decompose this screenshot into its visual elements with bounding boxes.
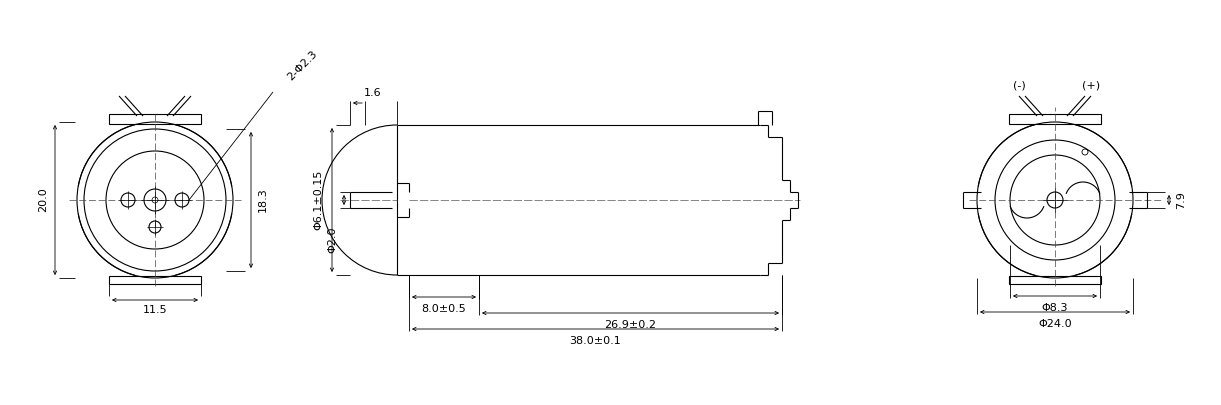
Text: 1.6: 1.6 <box>364 88 382 98</box>
Bar <box>1009 276 1101 284</box>
Bar <box>109 114 201 124</box>
Text: Φ24.0: Φ24.0 <box>1038 319 1072 329</box>
Text: Φ6.1±0.15: Φ6.1±0.15 <box>313 170 324 230</box>
Bar <box>1009 114 1101 124</box>
Text: 20.0: 20.0 <box>38 188 48 212</box>
Text: 11.5: 11.5 <box>143 305 167 315</box>
Text: 26.9±0.2: 26.9±0.2 <box>604 320 656 330</box>
Bar <box>109 276 201 284</box>
Text: 2-Φ2.3: 2-Φ2.3 <box>284 48 319 82</box>
Text: 18.3: 18.3 <box>258 188 267 212</box>
Text: Φ2.0: Φ2.0 <box>327 227 337 253</box>
Text: Φ8.3: Φ8.3 <box>1042 303 1068 313</box>
Text: (+): (+) <box>1082 81 1100 91</box>
Text: 38.0±0.1: 38.0±0.1 <box>569 336 620 346</box>
Text: 8.0±0.5: 8.0±0.5 <box>421 304 466 314</box>
Text: (-): (-) <box>1012 81 1026 91</box>
Text: 7.9: 7.9 <box>1176 191 1186 209</box>
